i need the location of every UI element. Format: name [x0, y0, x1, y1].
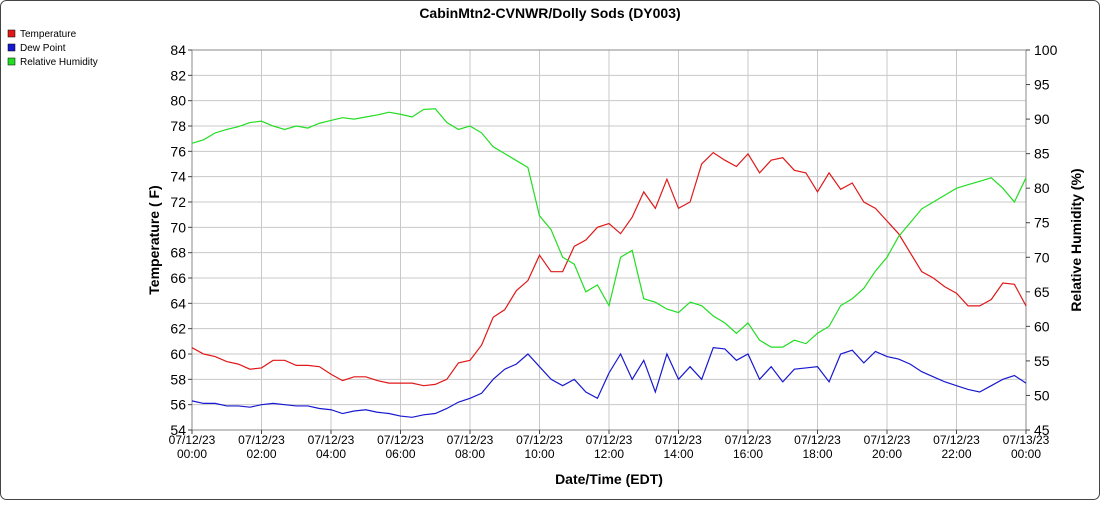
legend-swatch	[7, 57, 16, 66]
y2-tick-label: 45	[1034, 422, 1050, 438]
legend-label: Relative Humidity	[20, 57, 98, 68]
legend-label: Dew Point	[20, 43, 66, 54]
y2-tick-label: 90	[1034, 111, 1050, 127]
y-tick-label: 70	[170, 219, 186, 235]
y-tick-label: 74	[170, 169, 186, 185]
x-tick-label: 07/12/23 18:00	[794, 433, 841, 461]
x-tick-label: 07/12/23 16:00	[725, 433, 772, 461]
y-tick-label: 60	[170, 346, 186, 362]
x-tick-label: 07/12/23 12:00	[586, 433, 633, 461]
y2-tick-label: 70	[1034, 249, 1050, 265]
x-tick-label: 07/12/23 22:00	[933, 433, 980, 461]
y2-tick-label: 75	[1034, 215, 1050, 231]
y-tick-label: 56	[170, 397, 186, 413]
y-tick-label: 62	[170, 321, 186, 337]
y2-tick-label: 85	[1034, 146, 1050, 162]
x-tick-label: 07/12/23 02:00	[238, 433, 285, 461]
y-tick-label: 64	[170, 295, 186, 311]
x-tick-label: 07/12/23 10:00	[516, 433, 563, 461]
x-tick-label: 07/12/23 20:00	[864, 433, 911, 461]
y-tick-label: 80	[170, 93, 186, 109]
y-tick-label: 78	[170, 118, 186, 134]
y2-axis-label: Relative Humidity (%)	[1068, 168, 1084, 311]
x-tick-label: 07/12/23 14:00	[655, 433, 702, 461]
y-tick-label: 76	[170, 143, 186, 159]
y-tick-label: 84	[170, 42, 186, 58]
x-tick-label: 07/12/23 04:00	[308, 433, 355, 461]
y-tick-label: 66	[170, 270, 186, 286]
legend-label: Temperature	[20, 29, 77, 40]
series-line	[191, 347, 1027, 418]
x-tick-label: 07/12/23 06:00	[377, 433, 424, 461]
x-axis-label: Date/Time (EDT)	[555, 471, 663, 487]
y-axis-label: Temperature ( F)	[146, 185, 162, 294]
y-tick-label: 58	[170, 371, 186, 387]
y2-tick-label: 100	[1034, 42, 1058, 58]
y2-tick-label: 50	[1034, 387, 1050, 403]
series-line	[191, 151, 1027, 387]
legend-swatch	[7, 43, 16, 52]
y-tick-label: 72	[170, 194, 186, 210]
chart-title: CabinMtn2-CVNWR/Dolly Sods (DY003)	[419, 5, 680, 21]
y-tick-label: 68	[170, 245, 186, 261]
y2-tick-label: 60	[1034, 318, 1050, 334]
y2-tick-label: 95	[1034, 77, 1050, 93]
x-tick-label: 07/12/23 00:00	[169, 433, 216, 461]
y2-tick-label: 80	[1034, 180, 1050, 196]
y-tick-label: 82	[170, 67, 186, 83]
y-tick-label: 54	[170, 422, 186, 438]
series-line	[191, 108, 1027, 348]
legend-swatch	[7, 29, 16, 38]
x-tick-label: 07/12/23 08:00	[447, 433, 494, 461]
y2-tick-label: 55	[1034, 353, 1050, 369]
y2-tick-label: 65	[1034, 284, 1050, 300]
x-tick-label: 07/13/23 00:00	[1003, 433, 1050, 461]
